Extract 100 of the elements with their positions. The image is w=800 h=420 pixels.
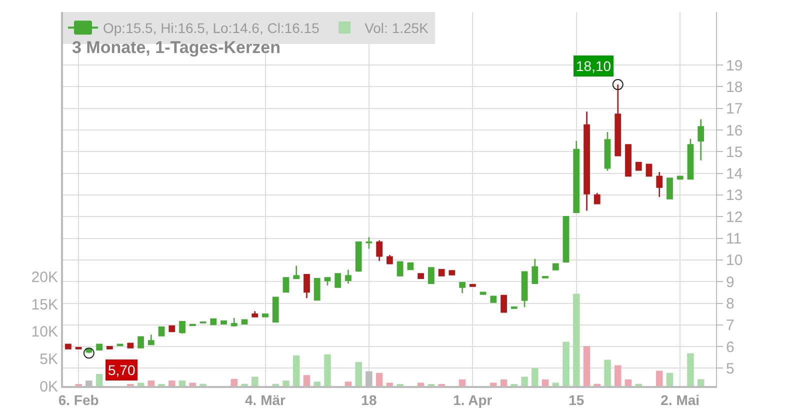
- y2-tick-label: 15K: [31, 296, 58, 314]
- candlestick: [272, 296, 279, 323]
- y-tick-label: 15: [726, 144, 743, 161]
- candlestick: [625, 144, 632, 177]
- candlestick: [584, 110, 590, 212]
- candlestick: [314, 278, 320, 301]
- candlestick: [490, 296, 497, 303]
- y2-tick-label: 5K: [40, 350, 58, 368]
- candlestick: [656, 171, 663, 198]
- candlestick: [396, 261, 404, 276]
- bar: [168, 380, 176, 386]
- candlestick: [158, 326, 165, 336]
- bar: [386, 382, 394, 386]
- y-tick-label: 11: [726, 230, 742, 248]
- candlestick: [428, 267, 434, 284]
- candlestick: [386, 254, 393, 264]
- candlestick: [96, 344, 102, 350]
- candlestick: [469, 284, 476, 287]
- bar: [96, 374, 103, 386]
- bar: [666, 372, 674, 386]
- y-tick-label: 6: [726, 338, 734, 356]
- y-tick-label: 19: [726, 57, 743, 74]
- x-tick-label: 15: [568, 392, 584, 408]
- candlestick: [355, 242, 362, 273]
- x-tick-label: 2. Mai: [660, 392, 700, 408]
- bar: [344, 382, 352, 386]
- candlestick: [252, 310, 258, 318]
- bar: [324, 354, 331, 386]
- candlestick: [262, 313, 268, 318]
- annotation: 5,70: [108, 362, 136, 378]
- y-tick-label: 16: [726, 122, 743, 140]
- bar: [521, 376, 528, 386]
- bar: [292, 355, 300, 386]
- bar: [490, 382, 497, 386]
- y-tick-label: 12: [726, 208, 743, 226]
- candlestick: [573, 140, 580, 213]
- bar: [252, 376, 258, 386]
- y-tick-label: 13: [726, 187, 743, 204]
- candlestick: [106, 346, 113, 350]
- y2-tick-label: 20K: [31, 269, 58, 286]
- candlestick: [220, 320, 227, 324]
- x-tick-label: 1. Apr: [453, 392, 493, 408]
- legend-label: Vol: 1.25K: [364, 20, 430, 36]
- legend-label: Op:15.5, Hi:16.5, Lo:14.6, Cl:16.15: [103, 20, 320, 36]
- bar: [303, 375, 310, 386]
- bar: [500, 379, 508, 386]
- y-tick-label: 17: [726, 100, 743, 118]
- bar: [532, 368, 538, 386]
- candlestick: [293, 265, 300, 280]
- candlestick: [345, 269, 352, 284]
- y-tick-label: 7: [726, 317, 734, 334]
- candlestick: [418, 273, 424, 280]
- y-tick-label: 8: [726, 296, 734, 313]
- y-tick-label: 10: [726, 252, 743, 270]
- bar: [148, 380, 155, 386]
- candlestick: [646, 164, 652, 177]
- bar: [614, 365, 622, 386]
- candlestick: [304, 274, 310, 299]
- candlestick: [532, 258, 538, 284]
- bar: [230, 378, 238, 386]
- candlestick: [521, 271, 528, 308]
- candlestick: [614, 84, 622, 156]
- candlestick: [138, 336, 144, 348]
- bar: [656, 370, 663, 386]
- bar: [687, 353, 694, 386]
- y2-tick-label: 0K: [40, 378, 58, 396]
- candlestick: [562, 216, 570, 263]
- bar: [583, 346, 590, 386]
- y-tick-label: 14: [726, 166, 743, 183]
- x-tick-label: 4. Mär: [245, 392, 286, 408]
- bar: [314, 382, 320, 386]
- y-tick-label: 5: [726, 360, 734, 378]
- y-tick-label: 9: [726, 274, 734, 291]
- candlestick: [210, 318, 217, 326]
- candlestick: [500, 294, 507, 313]
- bar: [573, 294, 580, 386]
- bar: [604, 360, 611, 386]
- bar: [189, 382, 196, 386]
- bar: [376, 372, 383, 386]
- candlestick: [676, 176, 684, 180]
- bar: [697, 379, 704, 386]
- candlestick: [438, 269, 445, 276]
- candlestick: [698, 118, 704, 161]
- candlestick: [148, 334, 154, 346]
- candlestick: [542, 276, 548, 278]
- candlestick: [282, 277, 290, 293]
- candlestick: [334, 273, 342, 288]
- candlestick: [666, 178, 673, 200]
- bar: [137, 382, 144, 386]
- candlestick: [594, 192, 600, 204]
- text: 3 Monate, 1-Tages-Kerzen: [72, 38, 280, 57]
- bar: [417, 382, 424, 386]
- candlestick: [376, 240, 383, 262]
- bar: [355, 362, 362, 386]
- x-tick-label: 6. Feb: [58, 392, 99, 408]
- x-tick-label: 18: [361, 392, 377, 408]
- candlestick: [552, 263, 559, 270]
- candlestick: [168, 325, 176, 332]
- candlestick: [366, 236, 372, 250]
- bar: [624, 379, 632, 386]
